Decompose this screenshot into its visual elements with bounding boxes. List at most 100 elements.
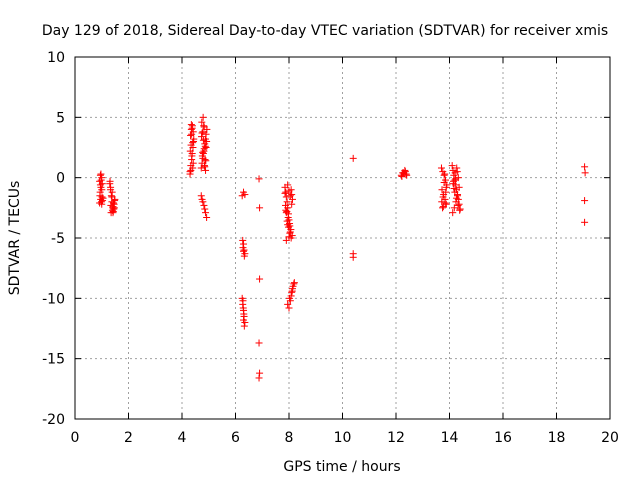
data-point xyxy=(442,188,450,196)
data-point xyxy=(454,201,462,209)
data-point xyxy=(199,136,207,144)
data-point xyxy=(456,205,464,213)
data-point xyxy=(201,163,209,171)
data-point xyxy=(288,288,296,296)
data-point xyxy=(188,124,196,132)
data-point xyxy=(198,118,206,126)
data-point xyxy=(98,186,106,194)
data-point xyxy=(282,188,290,196)
data-point xyxy=(200,201,208,209)
x-tick-label: 10 xyxy=(334,430,352,446)
data-point xyxy=(453,168,461,176)
data-point xyxy=(439,204,447,212)
data-point xyxy=(240,247,248,255)
data-point xyxy=(98,200,106,208)
data-point xyxy=(581,169,589,177)
data-point xyxy=(96,181,104,189)
data-point xyxy=(255,374,263,382)
data-point xyxy=(110,199,118,207)
data-point xyxy=(450,204,458,212)
x-axis-label: GPS time / hours xyxy=(283,459,400,475)
axis-ticks xyxy=(74,56,611,420)
data-point xyxy=(197,192,205,200)
data-point xyxy=(286,294,294,302)
data-point xyxy=(256,369,264,377)
data-point xyxy=(186,147,194,155)
data-point xyxy=(202,209,210,217)
y-tick-label: -15 xyxy=(42,352,65,368)
y-axis-label: SDTVAR / TECUs xyxy=(7,181,23,296)
data-point xyxy=(188,152,196,160)
data-point xyxy=(401,166,409,174)
data-point xyxy=(202,144,210,151)
data-point xyxy=(282,209,290,217)
data-point xyxy=(290,279,298,287)
data-point xyxy=(256,204,264,212)
data-point xyxy=(200,123,208,131)
data-point xyxy=(349,253,357,261)
data-point xyxy=(449,180,457,188)
data-point xyxy=(202,157,210,165)
data-point xyxy=(240,322,248,330)
data-point xyxy=(98,193,106,201)
data-point xyxy=(581,163,589,171)
data-point xyxy=(581,218,589,226)
data-point xyxy=(398,172,406,180)
data-point xyxy=(441,170,449,178)
data-point xyxy=(581,197,589,205)
data-point xyxy=(437,164,445,172)
x-tick-label: 16 xyxy=(494,430,512,446)
data-point xyxy=(240,252,248,260)
data-points xyxy=(96,113,589,382)
data-point xyxy=(282,193,290,201)
data-point xyxy=(239,297,247,305)
data-point xyxy=(239,244,247,252)
data-point xyxy=(240,316,248,324)
data-point xyxy=(97,170,105,178)
x-tick-label: 0 xyxy=(71,430,80,446)
data-point xyxy=(241,191,249,199)
data-point xyxy=(450,185,458,193)
data-point xyxy=(199,198,207,206)
data-point xyxy=(108,193,116,201)
data-point xyxy=(199,128,207,136)
data-point xyxy=(187,121,195,129)
data-point xyxy=(200,122,208,130)
data-point xyxy=(455,183,463,191)
chart-title: Day 129 of 2018, Sidereal Day-to-day VTE… xyxy=(42,23,608,39)
data-point xyxy=(107,183,115,191)
data-point xyxy=(201,142,209,150)
data-point xyxy=(198,133,206,141)
x-tick-label: 4 xyxy=(178,430,187,446)
data-point xyxy=(438,198,446,206)
data-point xyxy=(186,170,194,178)
data-point xyxy=(438,186,446,194)
data-point xyxy=(99,194,107,202)
data-point xyxy=(203,137,211,145)
data-point xyxy=(110,204,118,212)
y-tick-label: -20 xyxy=(42,412,65,428)
y-tick-label: -10 xyxy=(42,291,65,307)
data-point xyxy=(282,236,290,244)
data-point xyxy=(283,198,291,206)
x-tick-label: 14 xyxy=(441,430,459,446)
data-point xyxy=(452,175,460,183)
data-point xyxy=(440,171,448,179)
data-point xyxy=(449,209,457,217)
data-point xyxy=(402,170,410,178)
data-point xyxy=(288,195,296,203)
y-tick-label: 0 xyxy=(56,171,65,187)
data-point xyxy=(239,236,247,244)
data-point xyxy=(349,154,357,162)
data-point xyxy=(239,304,247,312)
data-point xyxy=(448,162,456,170)
data-point xyxy=(440,178,448,186)
data-point xyxy=(285,304,293,312)
y-tick-label: 5 xyxy=(56,110,65,126)
data-point xyxy=(188,130,196,138)
data-point xyxy=(240,240,248,248)
data-point xyxy=(199,113,207,121)
x-tick-label: 8 xyxy=(285,430,294,446)
data-point xyxy=(255,175,263,183)
